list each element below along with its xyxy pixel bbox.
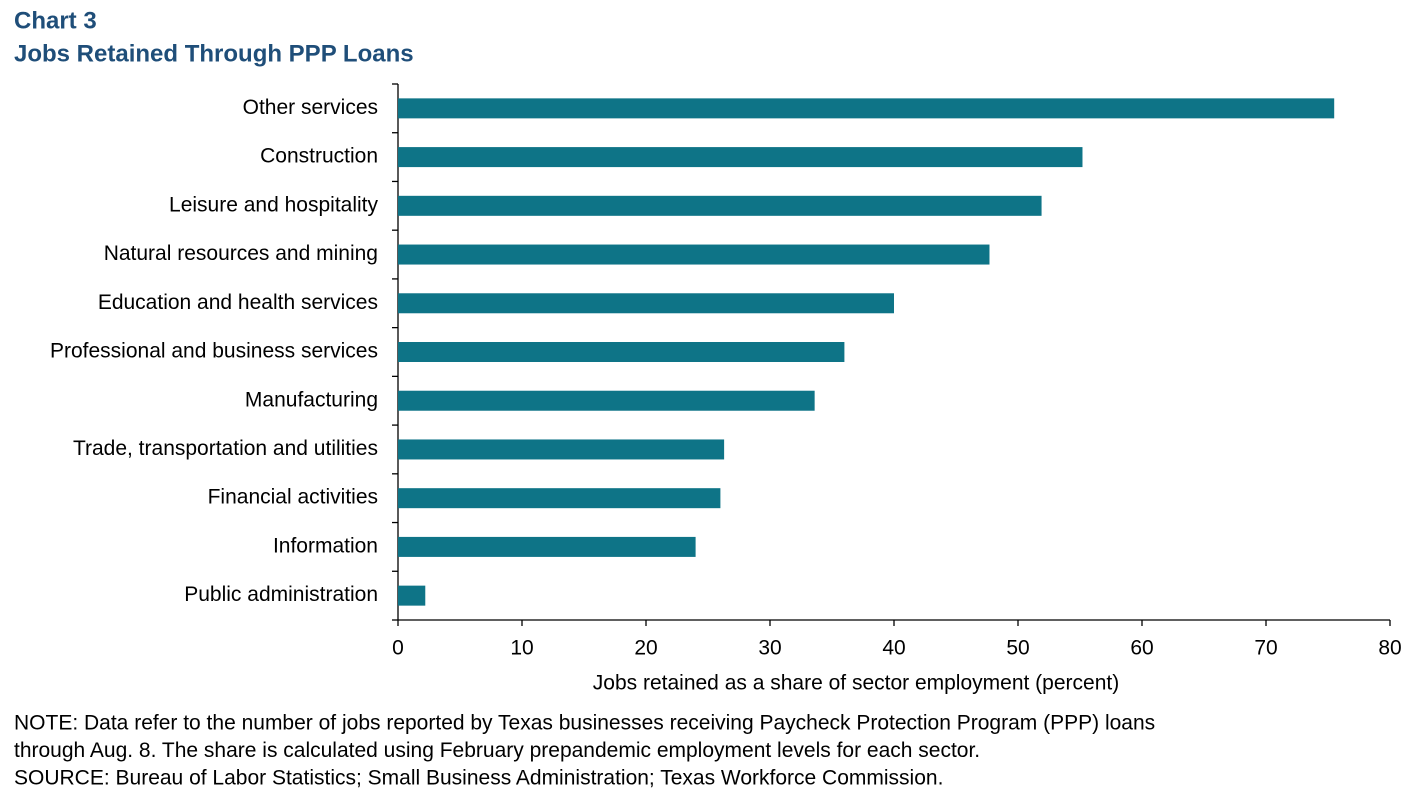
y-tick-label: Information bbox=[273, 534, 378, 557]
y-tick-label: Trade, transportation and utilities bbox=[73, 437, 378, 460]
y-tick-label: Construction bbox=[260, 145, 378, 168]
bar bbox=[398, 244, 990, 265]
y-tick-label: Leisure and hospitality bbox=[169, 193, 378, 216]
bar bbox=[398, 585, 426, 606]
y-tick-label: Professional and business services bbox=[50, 340, 378, 363]
bar bbox=[398, 293, 894, 314]
x-tick-label: 70 bbox=[1254, 637, 1277, 660]
bar bbox=[398, 147, 1083, 168]
note: NOTE: Data refer to the number of jobs r… bbox=[14, 712, 1155, 735]
bar bbox=[398, 439, 725, 460]
y-tick-label: Other services bbox=[243, 96, 378, 119]
bar bbox=[398, 342, 845, 362]
bar bbox=[398, 488, 721, 509]
note: through Aug. 8. The share is calculated … bbox=[14, 739, 980, 762]
x-tick-label: 30 bbox=[758, 637, 781, 660]
y-tick-label: Natural resources and mining bbox=[104, 242, 378, 265]
y-tick-label: Manufacturing bbox=[245, 388, 378, 411]
x-axis-label: Jobs retained as a share of sector emplo… bbox=[593, 672, 1119, 695]
y-tick-label: Financial activities bbox=[208, 486, 378, 509]
bar bbox=[398, 536, 696, 557]
y-tick-label: Education and health services bbox=[98, 291, 378, 314]
chart-title: Chart 3 bbox=[14, 7, 97, 34]
x-tick-label: 60 bbox=[1130, 637, 1153, 660]
x-tick-label: 0 bbox=[392, 637, 404, 660]
x-tick-label: 80 bbox=[1378, 637, 1401, 660]
x-tick-label: 20 bbox=[634, 637, 657, 660]
bar bbox=[398, 390, 815, 411]
x-tick-label: 10 bbox=[510, 637, 533, 660]
bar bbox=[398, 98, 1335, 119]
note: SOURCE: Bureau of Labor Statistics; Smal… bbox=[14, 767, 943, 790]
x-tick-label: 50 bbox=[1006, 637, 1029, 660]
y-tick-label: Public administration bbox=[184, 583, 378, 606]
chart-subtitle: Jobs Retained Through PPP Loans bbox=[14, 40, 414, 67]
x-tick-label: 40 bbox=[882, 637, 905, 660]
bar bbox=[398, 195, 1042, 216]
